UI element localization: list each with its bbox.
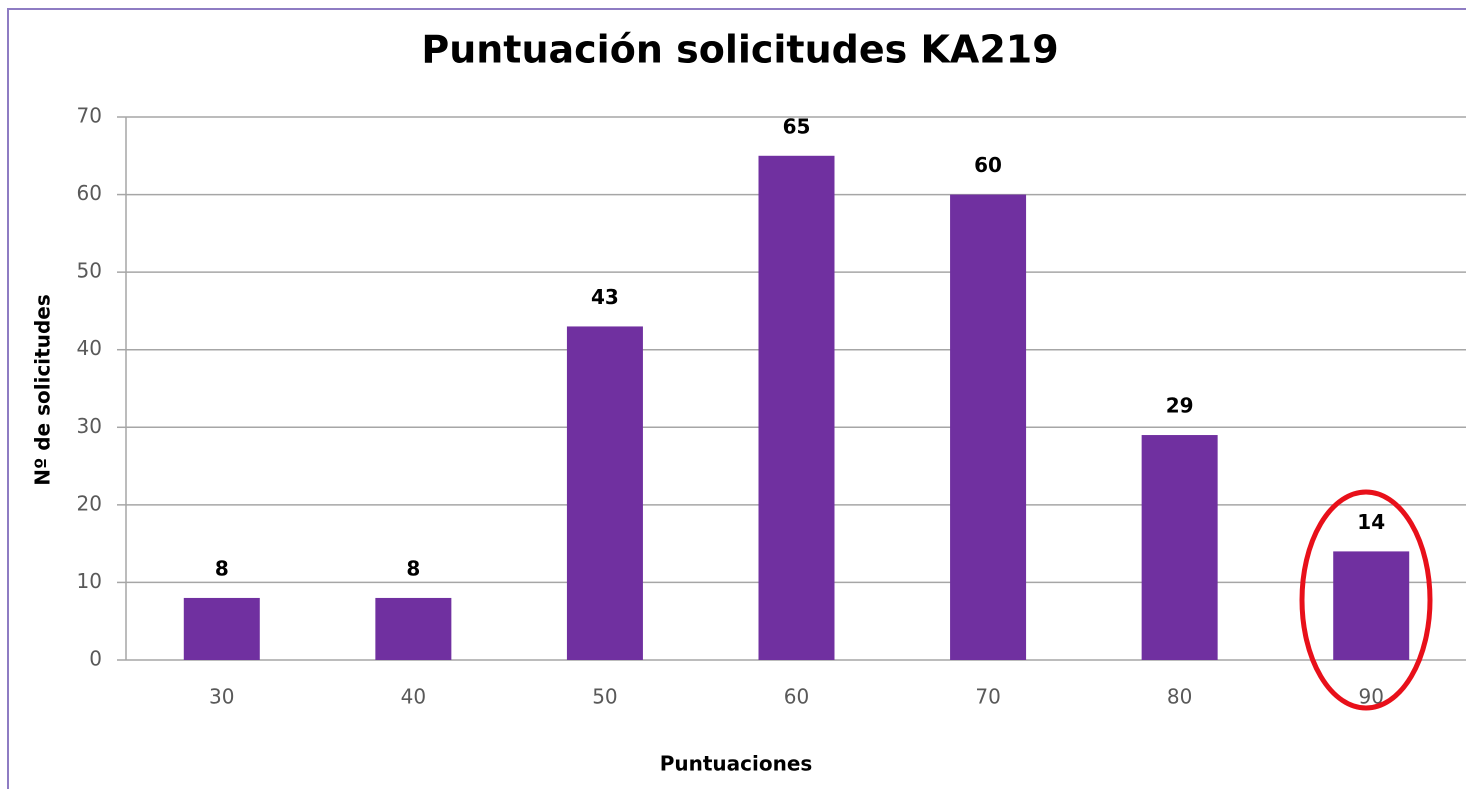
x-tick-label: 60	[784, 685, 809, 709]
bar	[758, 155, 835, 661]
data-label: 8	[406, 556, 420, 580]
y-tick-label: 10	[77, 569, 102, 593]
y-tick-label: 20	[77, 491, 102, 515]
x-tick-label: 80	[1167, 685, 1192, 709]
data-label: 43	[591, 285, 619, 309]
y-tick-label: 70	[77, 104, 102, 128]
data-label: 60	[974, 153, 1002, 177]
y-tick-label: 50	[77, 259, 102, 283]
bar	[183, 597, 260, 660]
y-tick-label: 60	[77, 181, 102, 205]
plot-area: 0102030405060703084085043606570608029901…	[77, 104, 1466, 709]
x-tick-label: 50	[592, 685, 617, 709]
x-tick-label: 40	[401, 685, 426, 709]
data-label: 29	[1166, 394, 1194, 418]
bar	[1333, 551, 1410, 660]
x-axis-label: Puntuaciones	[660, 752, 813, 776]
bar	[1141, 435, 1218, 660]
highlight-circle	[1299, 489, 1433, 711]
y-tick-label: 30	[77, 414, 102, 438]
bar	[375, 597, 452, 660]
x-tick-label: 70	[975, 685, 1000, 709]
chart-frame	[7, 8, 1466, 789]
data-label: 65	[783, 114, 811, 138]
y-axis-label: Nº de solicitudes	[31, 294, 55, 485]
y-tick-label: 40	[77, 336, 102, 360]
bar	[950, 194, 1027, 661]
x-tick-label: 30	[209, 685, 234, 709]
data-label: 8	[215, 556, 229, 580]
bar	[566, 326, 643, 660]
y-tick-label: 0	[89, 647, 102, 671]
chart-title: Puntuación solicitudes KA219	[421, 28, 1058, 72]
data-label: 14	[1357, 510, 1385, 534]
